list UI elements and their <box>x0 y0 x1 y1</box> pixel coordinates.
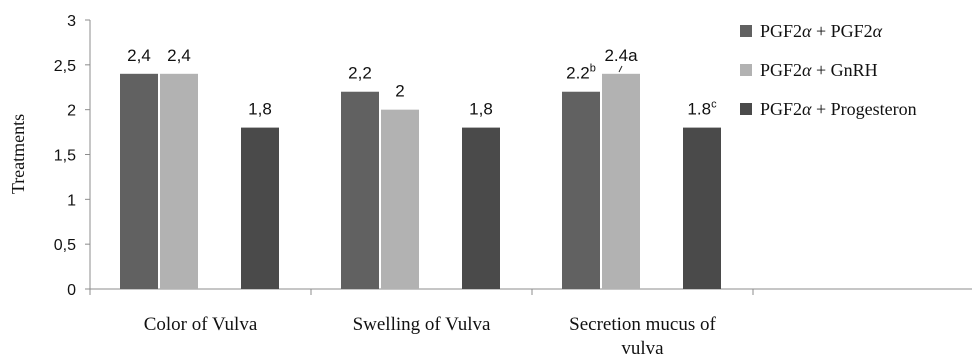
y-tick-label: 1,5 <box>54 148 76 165</box>
legend-entry: PGF2α + PGF2α <box>740 21 883 41</box>
legend: PGF2α + PGF2α PGF2α + GnRH PGF2α + Progest… <box>740 21 917 119</box>
legend-label: PGF2α + PGF2α <box>760 21 883 41</box>
label-leader-line <box>618 65 623 73</box>
axes: 0 0,5 1 1,5 2 2,5 3 Treatments Color of Vulva Swe… <box>8 13 972 359</box>
bar <box>562 91 600 289</box>
data-labels: 2,4 2,2 2.2b 2,4 2 2.4a 1,8 1,8 1.8c <box>127 46 717 119</box>
legend-entry: PGF2α + Progesteron <box>740 99 917 119</box>
bar <box>120 73 158 289</box>
data-label: 2 <box>395 82 404 101</box>
y-tick-label: 2 <box>67 103 76 120</box>
data-label: 2,4 <box>127 46 151 65</box>
y-axis-title: Treatments <box>8 114 28 194</box>
legend-swatch <box>740 103 752 115</box>
data-label: 1.8c <box>687 99 717 119</box>
x-tick-label: vulva <box>621 338 664 359</box>
y-tick-label: 3 <box>67 13 76 30</box>
x-tick-label: Swelling of Vulva <box>353 314 491 335</box>
legend-label: PGF2α + Progesteron <box>760 99 917 119</box>
y-tick-label: 1 <box>67 192 76 209</box>
data-label: 1,8 <box>248 100 272 119</box>
bar <box>341 91 379 289</box>
bar <box>381 109 419 290</box>
x-tick-label: Secretion mucus of <box>569 314 716 335</box>
legend-swatch <box>740 25 752 37</box>
bar <box>602 73 640 289</box>
bar <box>462 127 500 289</box>
data-label: 2.2b <box>566 63 596 83</box>
bar <box>160 73 198 289</box>
y-tick-label: 0,5 <box>54 237 76 254</box>
x-tick-label: Color of Vulva <box>144 314 258 335</box>
bar <box>683 127 721 289</box>
bar <box>241 127 279 289</box>
data-label: 2,4 <box>167 46 191 65</box>
legend-entry: PGF2α + GnRH <box>740 60 878 80</box>
y-tick-label: 0 <box>67 282 76 299</box>
legend-swatch <box>740 64 752 76</box>
data-label: 2,2 <box>348 64 372 83</box>
legend-label: PGF2α + GnRH <box>760 60 878 80</box>
data-label: 2.4a <box>604 46 638 65</box>
bars <box>120 73 721 290</box>
y-tick-label: 2,5 <box>54 58 76 75</box>
data-label: 1,8 <box>469 100 493 119</box>
